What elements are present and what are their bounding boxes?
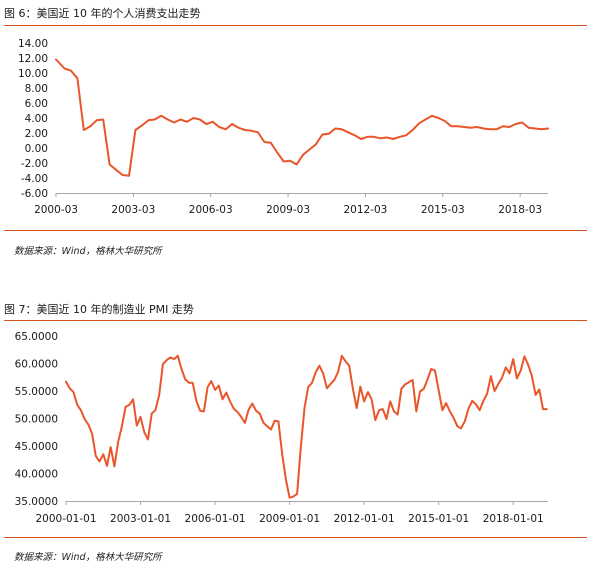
consumption-line-chart: 14.00 12.00 10.00 8.00 6.00 4.00 2.00 0.00 -2.00… xyxy=(18,38,549,216)
figure-6-bottom-rule xyxy=(4,230,587,231)
figure-7-title: 图 7：美国近 10 年的制造业 PMI 走势 xyxy=(4,303,194,316)
pmi-y-tick-label: 45.0000 xyxy=(15,441,58,453)
pce-y-tick-label: -4.00 xyxy=(21,173,48,185)
pmi-x-tick-label: 2000-01-01 xyxy=(35,513,96,525)
figure-6-source: 数据来源：Wind，格林大华研究所 xyxy=(14,246,162,257)
pce-y-tick-label: 6.00 xyxy=(25,98,48,110)
pce-x-tick-label: 2009-03 xyxy=(266,204,310,216)
pce-y-tick-label: -6.00 xyxy=(21,188,48,200)
pmi-y-tick-label: 35.0000 xyxy=(15,496,58,508)
pce-x-tick-label: 2003-03 xyxy=(111,204,155,216)
pmi-series-line xyxy=(65,354,548,499)
pce-y-tick-label: 8.00 xyxy=(25,83,48,95)
pce-y-tick-label: 14.00 xyxy=(18,38,48,50)
pmi-x-tick-label: 2018-01-01 xyxy=(483,513,544,525)
figure-7-bottom-rule xyxy=(4,537,587,538)
pce-x-tick-label: 2006-03 xyxy=(189,204,233,216)
pce-y-tick-label: -2.00 xyxy=(21,158,48,170)
figure-6-title: 图 6：美国近 10 年的个人消费支出走势 xyxy=(4,7,201,20)
pce-x-tick-label: 2000-03 xyxy=(34,204,78,216)
pmi-line-chart: 65.0000 60.0000 55.0000 50.0000 45.0000 40.00… xyxy=(15,331,548,525)
figure-6-title-rule xyxy=(4,25,587,26)
pmi-x-tick-label: 2012-01-01 xyxy=(334,513,395,525)
pce-x-tick-label: 2018-03 xyxy=(498,204,542,216)
pce-y-tick-label: 12.00 xyxy=(18,53,48,65)
pmi-y-tick-label: 65.0000 xyxy=(15,331,58,343)
pce-x-tick-label: 2015-03 xyxy=(421,204,465,216)
pmi-y-tick-label: 60.0000 xyxy=(15,359,58,371)
pce-y-tick-label: 4.00 xyxy=(25,113,48,125)
pce-series-line xyxy=(55,58,549,177)
pmi-y-tick-label: 55.0000 xyxy=(15,386,58,398)
pce-x-tick-label: 2012-03 xyxy=(343,204,387,216)
pmi-x-tick-label: 2003-01-01 xyxy=(110,513,171,525)
pmi-y-tick-label: 50.0000 xyxy=(15,414,58,426)
pmi-x-tick-label: 2009-01-01 xyxy=(259,513,320,525)
pce-y-tick-label: 10.00 xyxy=(18,68,48,80)
pce-y-tick-label: 0.00 xyxy=(25,143,48,155)
pce-y-tick-label: 2.00 xyxy=(25,128,48,140)
pmi-y-tick-label: 40.0000 xyxy=(15,469,58,481)
pmi-x-tick-label: 2006-01-01 xyxy=(185,513,246,525)
figure-7-title-rule xyxy=(4,320,587,321)
pmi-x-tick-label: 2015-01-01 xyxy=(408,513,469,525)
figure-7-source: 数据来源：Wind，格林大华研究所 xyxy=(14,552,162,563)
